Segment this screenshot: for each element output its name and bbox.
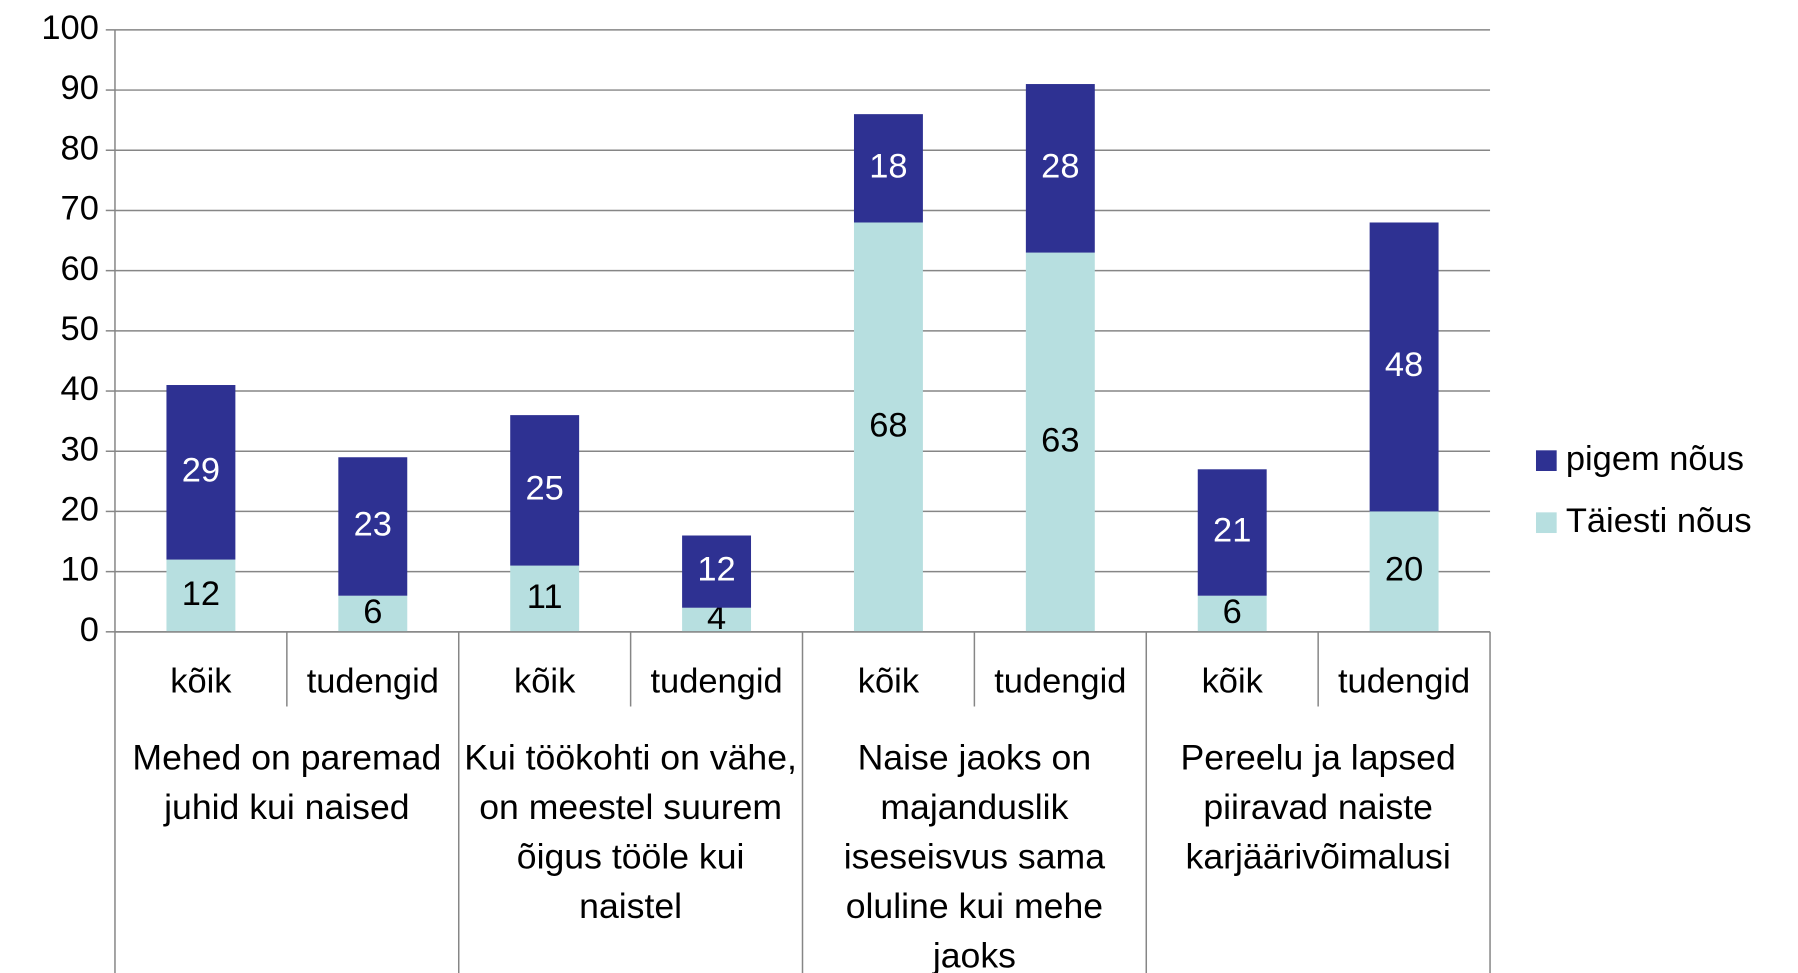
group-label: Mehed on paremad juhid kui naised	[132, 737, 442, 828]
x-tick-label: kõik	[170, 663, 232, 701]
data-label: 48	[1385, 346, 1423, 384]
y-tick-label: 10	[61, 551, 99, 589]
bar	[853, 114, 923, 223]
bar	[1369, 511, 1439, 632]
y-tick-label: 60	[61, 250, 99, 288]
data-label: 63	[1041, 421, 1079, 459]
data-label: 20	[1385, 551, 1423, 589]
y-tick-label: 50	[61, 310, 99, 348]
data-label: 6	[1223, 593, 1242, 631]
bar	[1369, 222, 1439, 512]
bar	[338, 457, 408, 596]
group-label-box: Pereelu ja lapsed piiravad naiste karjää…	[1180, 737, 1456, 877]
data-label: 18	[869, 147, 907, 185]
x-tick-label: kõik	[514, 663, 576, 701]
bar	[1025, 252, 1095, 632]
y-tick-label: 100	[41, 9, 98, 47]
x-tick-label: kõik	[858, 663, 920, 701]
data-label: 21	[1213, 512, 1251, 550]
data-label: 11	[527, 578, 563, 616]
group-label-box: Mehed on paremad juhid kui naised	[132, 737, 442, 828]
legend-swatch	[1535, 512, 1557, 534]
bar	[682, 607, 752, 632]
data-label: 28	[1041, 147, 1079, 185]
y-tick-label: 30	[61, 430, 99, 468]
y-tick-label: 90	[61, 69, 99, 107]
data-label: 12	[182, 575, 220, 613]
bar	[682, 535, 752, 608]
data-label: 25	[526, 469, 564, 507]
data-label: 12	[697, 551, 735, 589]
group-label-box: Kui töökohti on vähe, on meestel suurem …	[464, 737, 797, 926]
bar	[510, 565, 580, 632]
bar	[1197, 595, 1267, 632]
bar	[1025, 84, 1095, 253]
x-tick-label: kõik	[1202, 663, 1264, 701]
y-tick-label: 20	[61, 491, 99, 529]
y-tick-label: 70	[61, 190, 99, 228]
y-tick-label: 0	[80, 611, 99, 649]
y-tick-label: 80	[61, 129, 99, 167]
group-label-box: Naise jaoks on majanduslik iseseisvus sa…	[843, 737, 1106, 973]
x-tick-label: tudengid	[650, 663, 782, 701]
data-label: 23	[354, 506, 392, 544]
y-tick-label: 40	[61, 370, 99, 408]
group-label: Pereelu ja lapsed piiravad naiste karjää…	[1180, 737, 1456, 877]
data-label: 4	[707, 599, 726, 637]
bar	[166, 385, 236, 560]
data-label: 6	[363, 593, 382, 631]
x-tick-label: tudengid	[307, 663, 439, 701]
bar	[1197, 469, 1267, 596]
legend-label: Täiesti nõus	[1566, 502, 1752, 540]
legend-swatch	[1535, 450, 1557, 471]
group-label: Naise jaoks on majanduslik iseseisvus sa…	[843, 737, 1106, 973]
group-label: Kui töökohti on vähe, on meestel suurem …	[464, 737, 797, 926]
bar	[166, 559, 236, 632]
legend-label: pigem nõus	[1566, 440, 1744, 478]
bar	[853, 222, 923, 632]
bar	[510, 415, 580, 566]
data-label: 29	[182, 451, 220, 489]
bar	[338, 595, 408, 632]
data-label: 68	[869, 406, 907, 444]
x-tick-label: tudengid	[1338, 663, 1470, 701]
x-tick-label: tudengid	[994, 663, 1126, 701]
